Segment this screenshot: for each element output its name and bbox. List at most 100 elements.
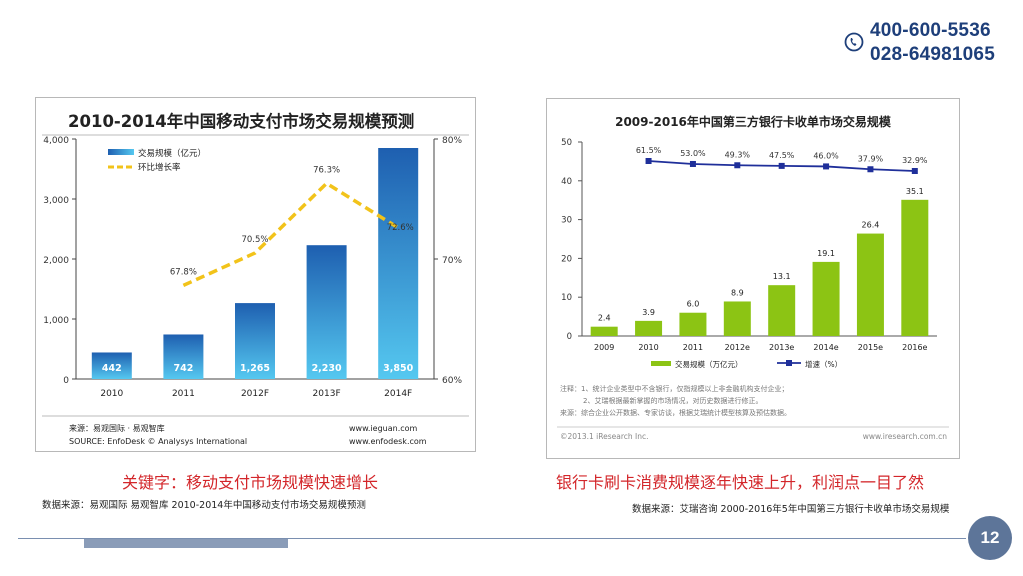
growth-rate-marker bbox=[689, 160, 696, 167]
x-tick-label: 2014F bbox=[384, 389, 412, 399]
bank-card-acquiring-chart: 2009-2016年中国第三方银行卡收单市场交易规模 0 10 20 30 40 50 2.4… bbox=[557, 114, 949, 441]
bar-value-label: 1,265 bbox=[240, 363, 270, 374]
growth-rate-label: 70.5% bbox=[241, 235, 268, 245]
bar-value-label: 2,230 bbox=[312, 363, 342, 374]
legend-swatch-bars bbox=[108, 149, 134, 155]
growth-rate-label: 49.3% bbox=[725, 150, 751, 159]
x-tick-label: 2010 bbox=[638, 343, 658, 352]
y-tick-label: 30 bbox=[561, 216, 572, 226]
x-tick-label: 2012F bbox=[241, 389, 269, 399]
x-tick-label: 2010 bbox=[100, 389, 123, 399]
page-number-badge: 12 bbox=[968, 516, 1012, 560]
bar bbox=[812, 261, 840, 336]
y-tick-label: 4,000 bbox=[43, 136, 69, 146]
right-caption: 银行卡刷卡消费规模逐年快速上升，利润点一目了然 bbox=[556, 473, 925, 492]
growth-rate-marker bbox=[867, 166, 874, 173]
y-tick-label: 10 bbox=[561, 293, 572, 303]
bar bbox=[378, 148, 419, 379]
x-tick-label: 2009 bbox=[594, 343, 614, 352]
left-source-line: 数据来源：易观国际 易观智库 2010-2014年中国移动支付市场交易规模预测 bbox=[42, 500, 366, 511]
bar-value-label: 6.0 bbox=[687, 300, 700, 309]
bar-value-label: 26.4 bbox=[862, 221, 880, 230]
mobile-payment-chart: 2010-2014年中国移动支付市场交易规模预测 0 1,000 2,000 3,000… bbox=[42, 111, 469, 446]
legend-label-bars: 交易规模（亿元） bbox=[138, 148, 206, 159]
y-tick-label: 50 bbox=[561, 138, 572, 148]
legend-swatch-bars bbox=[651, 361, 671, 366]
footer-accent-bar bbox=[84, 539, 288, 548]
contact-phone-block: 400-600-5536 028-64981065 bbox=[844, 20, 1014, 68]
bar-value-label: 3.9 bbox=[642, 308, 655, 317]
footer-divider bbox=[18, 538, 966, 539]
bar bbox=[635, 320, 663, 336]
phone-number-1: 400-600-5536 bbox=[870, 20, 991, 41]
right-chart-panel: 2009-2016年中国第三方银行卡收单市场交易规模 0 10 20 30 40 50 2.4… bbox=[546, 98, 960, 459]
left-caption: 关键字：移动支付市场规模快速增长 bbox=[122, 473, 379, 492]
right-source-line: 数据来源：艾瑞咨询 2000-2016年5年中国第三方银行卡收单市场交易规模 bbox=[632, 504, 950, 515]
chart-site-1: www.ieguan.com bbox=[349, 424, 418, 433]
left-chart-panel: 2010-2014年中国移动支付市场交易规模预测 0 1,000 2,000 3,000… bbox=[35, 97, 476, 452]
x-tick-label: 2016e bbox=[902, 343, 927, 352]
bar-value-label: 19.1 bbox=[817, 249, 835, 258]
chart-source-cn: 来源：易观国际 · 易观智库 bbox=[69, 423, 165, 433]
chart-title: 2010-2014年中国移动支付市场交易规模预测 bbox=[68, 111, 414, 131]
bar-value-label: 13.1 bbox=[773, 272, 791, 281]
x-tick-label: 2013e bbox=[769, 343, 794, 352]
chart-title: 2009-2016年中国第三方银行卡收单市场交易规模 bbox=[615, 114, 892, 129]
growth-rate-label: 53.0% bbox=[680, 149, 706, 158]
y-tick-label: 40 bbox=[561, 177, 572, 187]
y2-tick-label: 80% bbox=[442, 136, 462, 146]
x-tick-label: 2011 bbox=[683, 343, 703, 352]
growth-rate-label: 37.9% bbox=[858, 154, 884, 163]
bar-value-label: 8.9 bbox=[731, 288, 744, 297]
x-tick-label: 2015e bbox=[858, 343, 883, 352]
legend-swatch-marker bbox=[786, 360, 792, 366]
y2-tick-label: 60% bbox=[442, 376, 462, 386]
bar-value-label: 3,850 bbox=[383, 363, 413, 374]
bar bbox=[768, 285, 796, 336]
bar bbox=[590, 326, 618, 336]
legend-label-line: 增速（%） bbox=[805, 359, 842, 369]
bar bbox=[679, 312, 707, 336]
chart-footer-left: ©2013.1 iResearch Inc. bbox=[560, 432, 648, 441]
chart-note-2: 2、艾瑞根据最新掌握的市场情况，对历史数据进行修正。 bbox=[583, 396, 762, 405]
phone-icon bbox=[844, 32, 864, 52]
y-tick-label: 2,000 bbox=[43, 256, 69, 266]
bar-value-label: 442 bbox=[102, 363, 122, 374]
bar-value-label: 35.1 bbox=[906, 187, 924, 196]
chart-site-2: www.enfodesk.com bbox=[349, 437, 427, 446]
chart-footer-right: www.iresearch.com.cn bbox=[863, 432, 948, 441]
x-tick-label: 2013F bbox=[313, 389, 341, 399]
growth-rate-label: 47.5% bbox=[769, 151, 795, 160]
x-tick-label: 2011 bbox=[172, 389, 195, 399]
growth-rate-marker bbox=[734, 162, 741, 169]
legend-label-line: 环比增长率 bbox=[138, 162, 181, 173]
growth-rate-label: 72.6% bbox=[387, 223, 414, 233]
growth-rate-label: 67.8% bbox=[170, 267, 197, 277]
bar bbox=[306, 245, 347, 379]
bar bbox=[901, 199, 929, 336]
growth-rate-label: 32.9% bbox=[902, 156, 928, 165]
y-tick-label: 0 bbox=[63, 376, 69, 386]
legend-label-bars: 交易规模（万亿元） bbox=[675, 359, 743, 369]
chart-source-en: SOURCE: EnfoDesk © Analysys Internationa… bbox=[69, 437, 247, 446]
chart-note-3: 来源：综合企业公开数据、专家访谈，根据艾瑞统计模型核算及预估数据。 bbox=[560, 408, 791, 417]
x-tick-label: 2012e bbox=[725, 343, 750, 352]
y-tick-label: 3,000 bbox=[43, 196, 69, 206]
bar bbox=[856, 233, 884, 336]
growth-rate-marker bbox=[645, 158, 652, 164]
bar bbox=[91, 352, 132, 379]
growth-rate-label: 76.3% bbox=[313, 165, 340, 175]
growth-rate-marker bbox=[823, 163, 830, 170]
bar bbox=[723, 301, 751, 336]
growth-rate-line bbox=[182, 181, 400, 287]
growth-rate-marker bbox=[778, 162, 785, 169]
bar-value-label: 2.4 bbox=[598, 314, 611, 323]
bar-value-label: 742 bbox=[173, 363, 193, 374]
bar bbox=[235, 303, 275, 379]
growth-rate-label: 46.0% bbox=[813, 151, 839, 160]
y-tick-label: 0 bbox=[567, 332, 572, 342]
y2-tick-label: 70% bbox=[442, 256, 462, 266]
phone-number-2: 028-64981065 bbox=[870, 44, 995, 65]
growth-rate-marker bbox=[911, 168, 918, 174]
growth-rate-label: 61.5% bbox=[636, 146, 662, 155]
